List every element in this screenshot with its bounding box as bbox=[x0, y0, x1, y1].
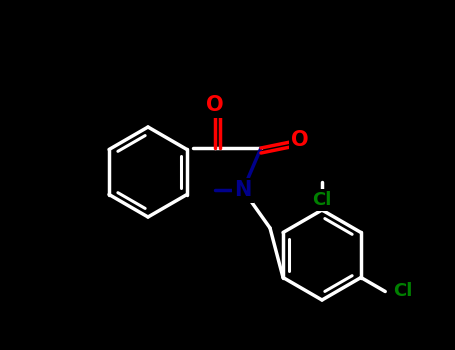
Text: N: N bbox=[234, 180, 252, 200]
Text: Cl: Cl bbox=[394, 282, 413, 301]
Text: Cl: Cl bbox=[312, 191, 332, 209]
Text: O: O bbox=[206, 95, 224, 115]
Text: O: O bbox=[291, 130, 309, 150]
